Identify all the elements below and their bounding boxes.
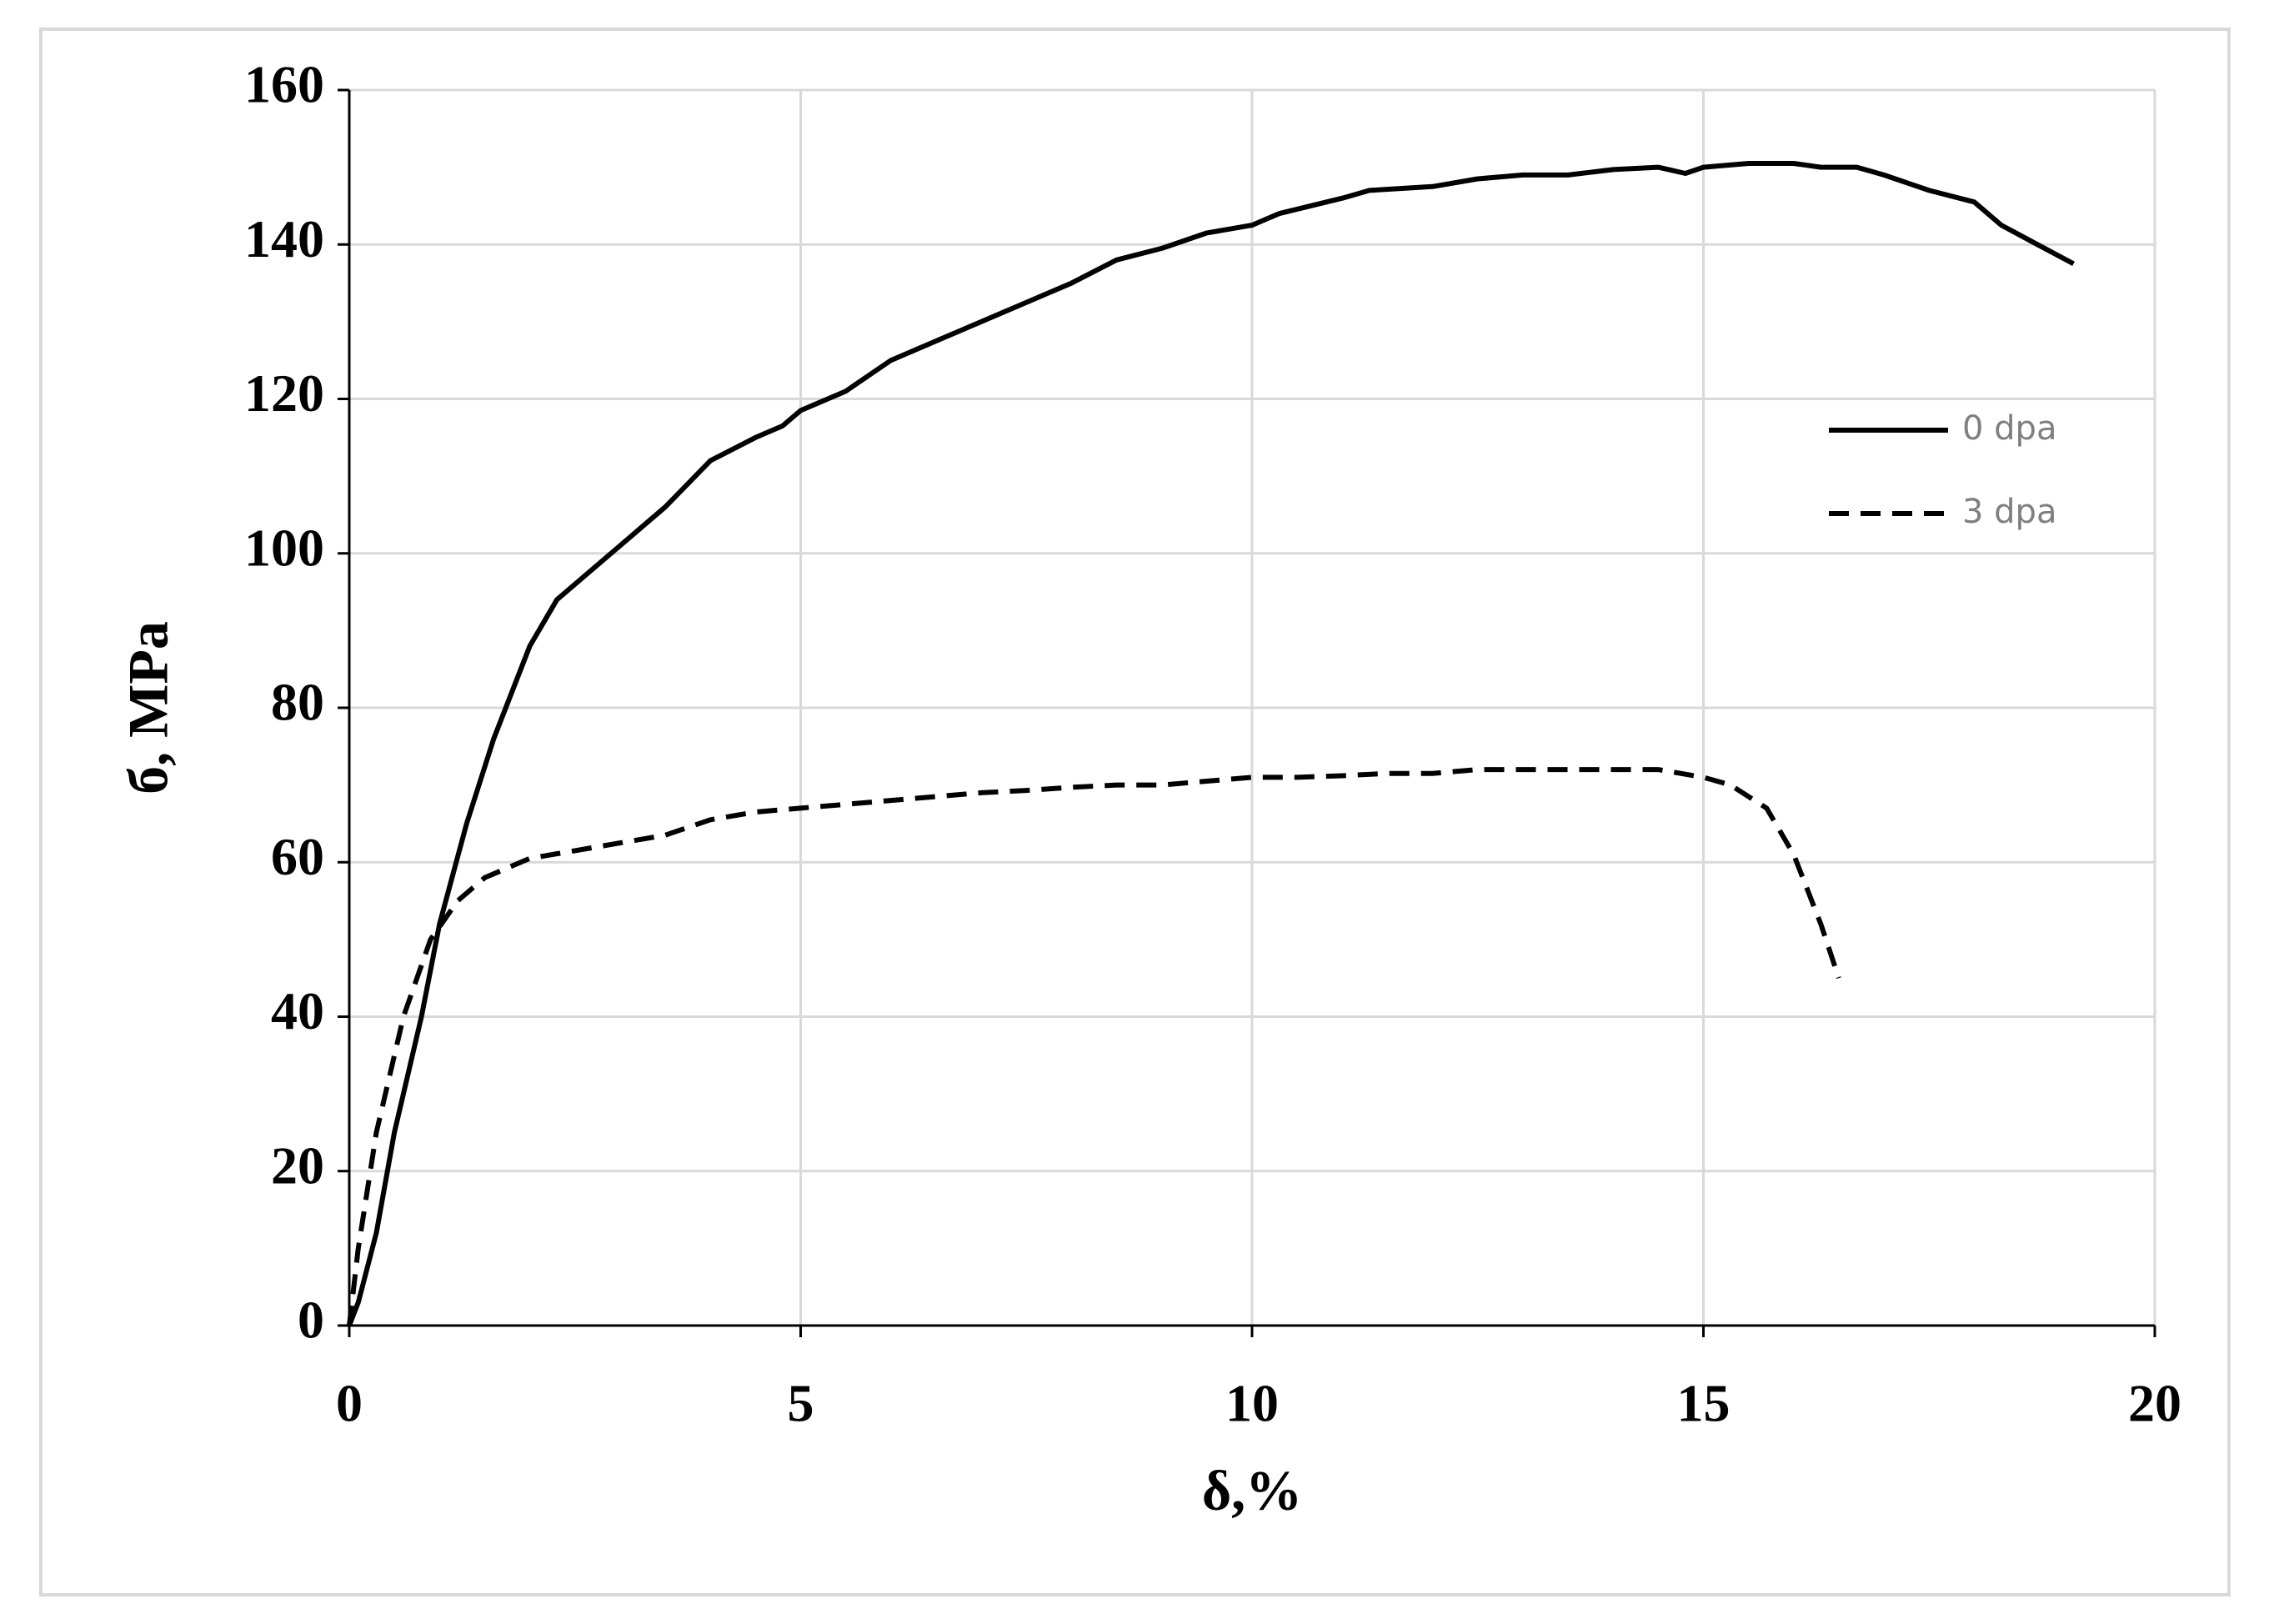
y-tick-label: 120 (244, 363, 324, 423)
y-axis-title: б, MPa (117, 621, 180, 794)
x-tick-label: 20 (2128, 1374, 2181, 1433)
legend-label: 3 dpa (1962, 493, 2056, 531)
y-tick-label: 160 (244, 55, 324, 114)
y-tick-label: 20 (271, 1135, 324, 1195)
x-tick-label: 15 (1677, 1374, 1731, 1433)
y-tick-label: 60 (271, 827, 324, 886)
y-tick-label: 40 (271, 981, 324, 1040)
y-tick-label: 0 (298, 1291, 324, 1350)
series-line (347, 161, 2075, 1327)
x-tick-label: 10 (1225, 1374, 1279, 1433)
legend-label: 0 dpa (1962, 409, 2056, 448)
x-tick-label: 5 (788, 1374, 814, 1433)
y-tick-label: 80 (271, 673, 324, 732)
chart-frame (39, 28, 2231, 1596)
x-axis-title: δ,% (1202, 1459, 1302, 1522)
y-tick-label: 140 (244, 209, 324, 268)
y-tick-label: 100 (244, 518, 324, 577)
x-tick-label: 0 (336, 1374, 363, 1433)
series-line (347, 767, 1841, 1326)
